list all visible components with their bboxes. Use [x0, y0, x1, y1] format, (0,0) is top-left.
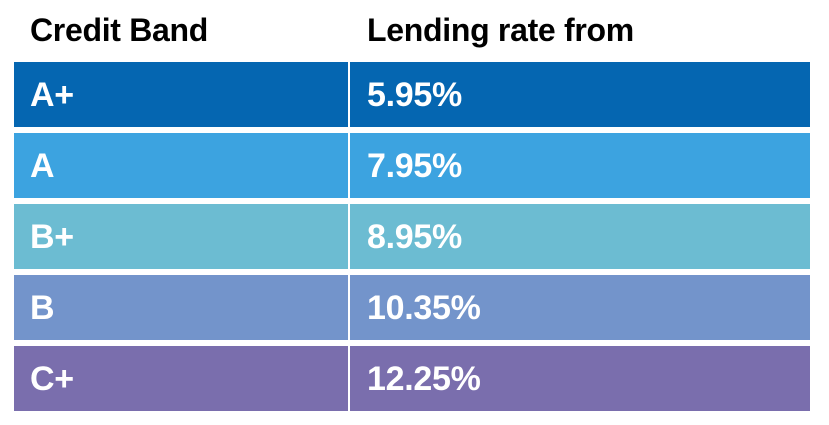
lending-rate-cell: 12.25% — [350, 346, 810, 411]
credit-band-label: A+ — [30, 76, 74, 114]
credit-band-cell: B — [14, 275, 348, 340]
lending-rate-cell: 8.95% — [350, 204, 810, 269]
column-header-credit-band: Credit Band — [30, 12, 209, 48]
credit-band-cell: C+ — [14, 346, 348, 411]
lending-rate-value: 5.95% — [367, 76, 462, 114]
table-row: C+ 12.25% — [14, 346, 810, 411]
table-row: A+ 5.95% — [14, 62, 810, 127]
table-header: Credit Band Lending rate from — [0, 0, 829, 62]
lending-rate-value: 8.95% — [367, 218, 462, 256]
credit-band-label: B+ — [30, 218, 74, 256]
lending-rate-cell: 5.95% — [350, 62, 810, 127]
column-header-lending-rate: Lending rate from — [367, 12, 634, 48]
lending-rate-value: 12.25% — [367, 360, 481, 398]
credit-band-cell: A+ — [14, 62, 348, 127]
lending-rate-cell: 7.95% — [350, 133, 810, 198]
table-row: A 7.95% — [14, 133, 810, 198]
credit-band-label: A — [30, 147, 55, 185]
table-row: B 10.35% — [14, 275, 810, 340]
credit-band-cell: B+ — [14, 204, 348, 269]
lending-rate-cell: 10.35% — [350, 275, 810, 340]
credit-band-label: B — [30, 289, 55, 327]
credit-band-label: C+ — [30, 360, 74, 398]
lending-rate-value: 7.95% — [367, 147, 462, 185]
credit-band-cell: A — [14, 133, 348, 198]
table-body: A+ 5.95% A 7.95% B+ 8.95% B 10.35% C+ — [14, 62, 810, 417]
lending-rate-value: 10.35% — [367, 289, 481, 327]
table-row: B+ 8.95% — [14, 204, 810, 269]
